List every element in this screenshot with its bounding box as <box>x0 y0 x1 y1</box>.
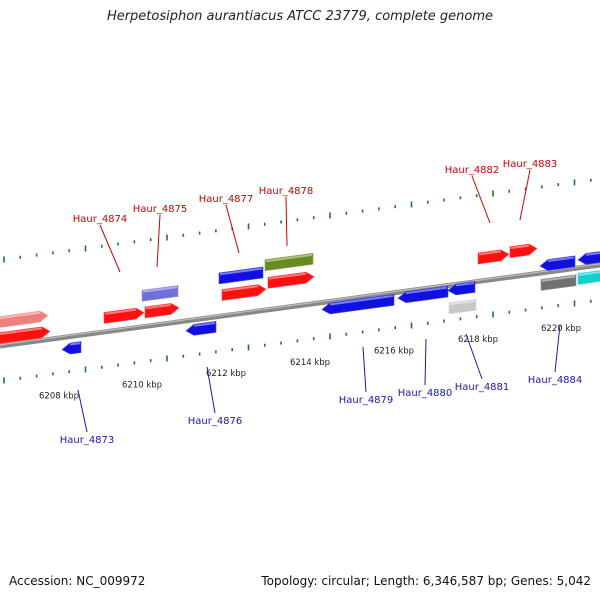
gene-arrow-highlight <box>222 285 259 292</box>
gene-label-haur_4877: Haur_4877 <box>199 194 254 205</box>
gene-label-haur_4876: Haur_4876 <box>188 416 243 427</box>
gene-arrow <box>0 326 51 344</box>
gene-arrow-haur_4878 <box>264 252 314 272</box>
gene-label-haur_4884: Haur_4884 <box>528 375 583 386</box>
gene-arrow-highlight <box>449 299 476 306</box>
gene-label-haur_4879: Haur_4879 <box>339 395 394 406</box>
gene-arrow-highlight <box>104 308 137 315</box>
gene-label-haur_4882: Haur_4882 <box>445 165 500 176</box>
gene-arrow-highlight <box>455 282 475 287</box>
gene-arrow-highlight <box>265 253 313 263</box>
gene-arrow <box>540 274 577 291</box>
gene-arrow-haur_4877 <box>218 266 264 285</box>
leader-line-haur_4879 <box>362 346 367 393</box>
gene-arrow-highlight <box>268 272 307 280</box>
leader-line-haur_4884 <box>554 324 561 373</box>
gene-arrow <box>221 284 267 301</box>
leader-line-haur_4877 <box>225 204 240 254</box>
leader-line-haur_4883 <box>519 169 531 221</box>
leader-line-haur_4874 <box>99 224 121 273</box>
gene-label-haur_4878: Haur_4878 <box>259 186 314 197</box>
gene-arrow-highlight <box>0 311 41 320</box>
topology-summary: Topology: circular; Length: 6,346,587 bp… <box>261 574 591 588</box>
leader-line-haur_4875 <box>156 214 161 268</box>
gene-arrow-highlight <box>142 286 178 293</box>
leader-line-haur_4878 <box>285 196 288 247</box>
leader-line-haur_4873 <box>77 389 88 433</box>
gene-arrow-highlight <box>578 270 600 276</box>
gene-arrow-highlight <box>547 256 575 263</box>
gene-arrow-highlight <box>69 342 81 346</box>
gene-arrow-highlight <box>145 303 172 310</box>
gene-arrow-highlight <box>585 251 600 256</box>
gene-arrow <box>267 271 315 289</box>
leader-line-haur_4880 <box>424 338 427 386</box>
gene-arrow-highlight <box>510 244 530 250</box>
genome-backbone <box>0 262 600 349</box>
ruler-label-kbp: 6210 kbp <box>122 381 162 391</box>
ruler-label-kbp: 6208 kbp <box>39 392 79 402</box>
gene-label-haur_4880: Haur_4880 <box>398 388 453 399</box>
ruler-label-kbp: 6212 kbp <box>206 369 246 379</box>
ruler-label-kbp: 6218 kbp <box>458 335 498 345</box>
gene-arrow-haur_4875 <box>141 285 179 302</box>
gene-label-haur_4883: Haur_4883 <box>503 159 558 170</box>
gene-arrow <box>0 310 49 328</box>
leader-line-haur_4881 <box>465 333 483 380</box>
accession-label: Accession: NC_009972 <box>9 574 146 588</box>
gene-label-haur_4874: Haur_4874 <box>73 214 128 225</box>
gene-label-haur_4875: Haur_4875 <box>133 204 188 215</box>
ruler-label-kbp: 6220 kbp <box>541 324 581 334</box>
gene-arrow-highlight <box>219 267 263 276</box>
ruler-label-kbp: 6214 kbp <box>290 358 330 368</box>
ruler-label-kbp: 6216 kbp <box>374 347 414 357</box>
genome-backbone-highlight <box>0 263 600 346</box>
leader-line-haur_4876 <box>206 366 216 414</box>
gene-arrow-highlight <box>541 275 576 282</box>
gene-arrow-highlight <box>329 294 394 306</box>
gene-label-haur_4881: Haur_4881 <box>455 382 510 393</box>
gene-arrow-highlight <box>405 286 448 295</box>
gene-arrow-highlight <box>193 321 216 327</box>
gene-arrow-highlight <box>0 327 43 336</box>
gene-label-haur_4873: Haur_4873 <box>60 435 115 446</box>
leader-line-haur_4882 <box>471 175 491 224</box>
gene-arrow-highlight <box>478 250 502 256</box>
genome-title: Herpetosiphon aurantiacus ATCC 23779, co… <box>106 9 494 24</box>
